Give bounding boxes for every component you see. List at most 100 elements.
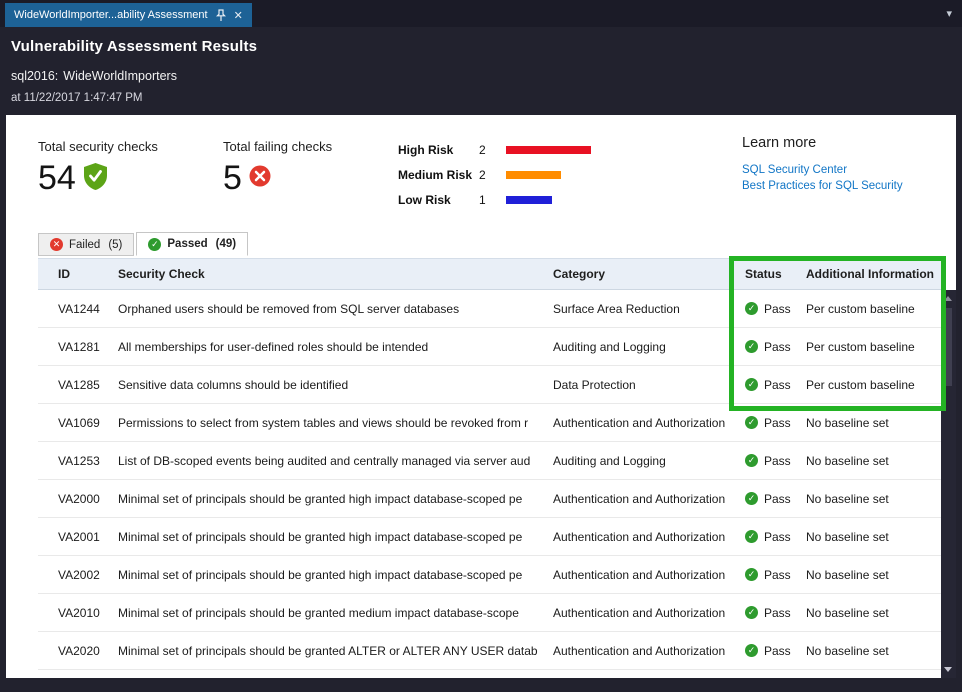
cell-id: VA2001 [58,529,100,544]
failed-tab-count: (5) [108,238,123,251]
cell-check: All memberships for user-defined roles s… [118,339,429,354]
pass-icon [745,606,758,619]
learn-more-title: Learn more [742,135,817,151]
failed-tab-icon [50,238,63,251]
table-row[interactable]: VA1253 List of DB-scoped events being au… [38,442,941,480]
result-tabs: Failed (5) Passed (49) [38,232,249,256]
cell-status: Pass [745,454,806,468]
status-text: Pass [764,529,791,544]
column-header-id[interactable]: ID [58,267,70,281]
column-header-category[interactable]: Category [553,267,606,281]
cell-status: Pass [745,378,806,392]
vertical-scrollbar[interactable] [941,290,956,678]
pass-icon [745,530,758,543]
cell-category: Authentication and Authorization [553,643,726,658]
link-best-practices[interactable]: Best Practices for SQL Security [742,180,903,192]
close-icon[interactable]: ✕ [233,9,243,22]
table-row[interactable]: VA1069 Permissions to select from system… [38,404,941,442]
cell-check: List of DB-scoped events being audited a… [118,453,531,468]
cell-category: Surface Area Reduction [553,301,680,316]
table-row[interactable]: VA2001 Minimal set of principals should … [38,518,941,556]
cell-id: VA2000 [58,491,100,506]
total-security-checks-label: Total security checks [38,139,158,154]
status-text: Pass [764,643,791,658]
cell-status: Pass [745,568,806,582]
pin-icon[interactable] [215,8,226,22]
risk-row-medium: Medium Risk 2 [398,167,591,183]
high-risk-bar [506,146,591,154]
table-body: VA1244 Orphaned users should be removed … [38,290,941,670]
column-header-status[interactable]: Status [745,267,782,281]
cell-status: Pass [745,606,806,620]
cell-id: VA2020 [58,643,100,658]
scrollbar-thumb[interactable] [945,308,952,386]
cell-id: VA1281 [58,339,100,354]
cell-check: Minimal set of principals should be gran… [118,567,523,582]
cell-category: Authentication and Authorization [553,491,726,506]
table-row[interactable]: VA2002 Minimal set of principals should … [38,556,941,594]
cell-info: No baseline set [806,643,889,658]
total-failing-checks-label: Total failing checks [223,139,333,154]
cell-check: Minimal set of principals should be gran… [118,491,523,506]
document-tab-title: WideWorldImporter...ability Assessment [14,9,208,21]
chevron-down-icon[interactable]: ▾ [946,8,952,20]
results-header: Vulnerability Assessment Results sql2016… [0,27,962,115]
scroll-down-icon[interactable] [944,667,952,672]
table-header-row: ID Security Check Category Status Additi… [38,258,941,290]
cell-id: VA1244 [58,301,100,316]
status-text: Pass [764,377,791,392]
cell-info: No baseline set [806,605,889,620]
database-name: WideWorldImporters [63,69,177,83]
cell-status: Pass [745,492,806,506]
server-database-line: sql2016: WideWorldImporters [11,69,962,83]
table-row[interactable]: VA2000 Minimal set of principals should … [38,480,941,518]
medium-risk-label: Medium Risk [398,168,473,182]
cell-category: Auditing and Logging [553,453,666,468]
table-row[interactable]: VA1244 Orphaned users should be removed … [38,290,941,328]
cell-status: Pass [745,644,806,658]
document-tab[interactable]: WideWorldImporter...ability Assessment ✕ [5,3,252,27]
cell-check: Permissions to select from system tables… [118,415,529,430]
tab-failed[interactable]: Failed (5) [38,233,135,256]
table-row[interactable]: VA2010 Minimal set of principals should … [38,594,941,632]
cell-check: Minimal set of principals should be gran… [118,529,523,544]
table-row[interactable]: VA2020 Minimal set of principals should … [38,632,941,670]
cell-id: VA2010 [58,605,100,620]
cell-id: VA1253 [58,453,100,468]
passed-tab-icon [148,237,162,251]
risk-summary: High Risk 2 Medium Risk 2 Low Risk 1 [398,142,591,217]
link-sql-security-center[interactable]: SQL Security Center [742,164,848,176]
table-row[interactable]: VA1285 Sensitive data columns should be … [38,366,941,404]
server-label: sql2016: [11,69,59,83]
results-table: ID Security Check Category Status Additi… [38,258,941,670]
tab-passed[interactable]: Passed (49) [136,232,249,256]
column-header-security-check[interactable]: Security Check [118,267,205,281]
status-text: Pass [764,605,791,620]
content-area: Total security checks 54 Total failing c… [6,115,956,678]
total-failing-checks: Total failing checks 5 [223,139,332,198]
column-header-additional-info[interactable]: Additional Information [806,267,934,281]
low-risk-bar [506,196,552,204]
pass-icon [745,454,758,467]
learn-more-panel: Learn more SQL Security Center Best Prac… [742,135,903,194]
cell-id: VA1285 [58,377,100,392]
page-title: Vulnerability Assessment Results [11,38,258,55]
cell-category: Authentication and Authorization [553,415,726,430]
status-text: Pass [764,567,791,582]
table-row[interactable]: VA1281 All memberships for user-defined … [38,328,941,366]
status-text: Pass [764,339,791,354]
cell-info: No baseline set [806,415,889,430]
cell-check: Orphaned users should be removed from SQ… [118,301,460,316]
pass-icon [745,340,758,353]
cell-status: Pass [745,340,806,354]
scan-timestamp: at 11/22/2017 1:47:47 PM [11,92,143,104]
cell-status: Pass [745,530,806,544]
cell-info: Per custom baseline [806,339,915,354]
cell-id: VA1069 [58,415,100,430]
scroll-up-icon[interactable] [944,296,952,301]
passed-tab-count: (49) [215,238,237,250]
status-text: Pass [764,301,791,316]
cell-info: Per custom baseline [806,301,915,316]
status-text: Pass [764,415,791,430]
risk-row-high: High Risk 2 [398,142,591,158]
